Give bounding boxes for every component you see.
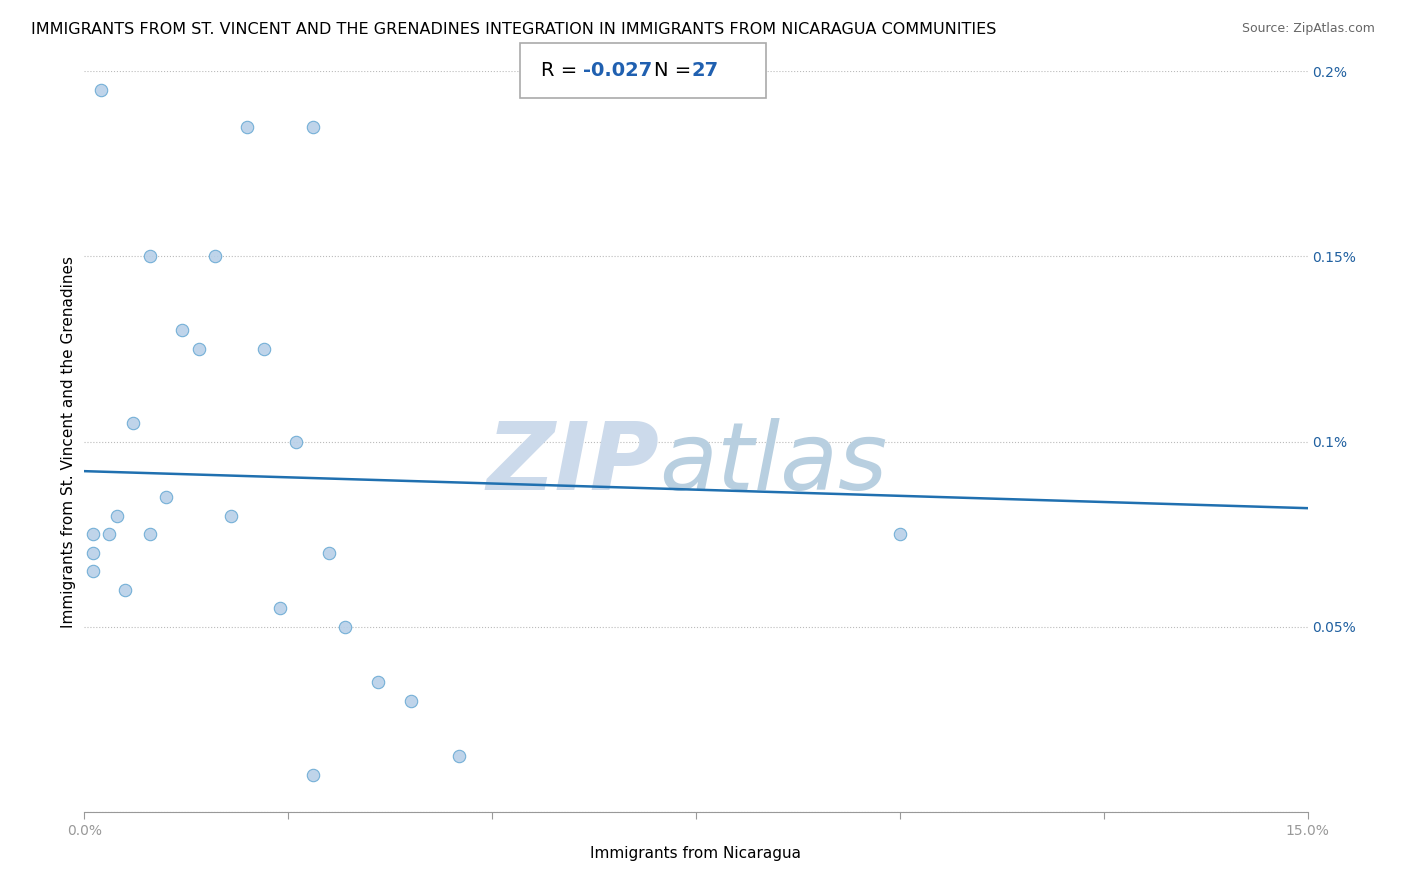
Point	[138, 250, 160, 264]
Point	[253, 342, 276, 356]
Point	[204, 250, 226, 264]
Text: N =: N =	[654, 61, 697, 80]
Point	[399, 694, 422, 708]
Point	[97, 527, 120, 541]
Point	[82, 527, 104, 541]
Point	[187, 342, 209, 356]
Text: ZIP: ZIP	[486, 417, 659, 509]
Point	[269, 601, 291, 615]
Point	[301, 120, 323, 134]
Point	[105, 508, 128, 523]
Text: atlas: atlas	[659, 418, 887, 509]
Point	[335, 619, 357, 633]
X-axis label: Immigrants from Nicaragua: Immigrants from Nicaragua	[591, 846, 801, 861]
Point	[236, 120, 259, 134]
Point	[301, 767, 323, 781]
Point	[219, 508, 242, 523]
Point	[82, 546, 104, 560]
Text: Source: ZipAtlas.com: Source: ZipAtlas.com	[1241, 22, 1375, 36]
Point	[155, 490, 177, 504]
Y-axis label: Immigrants from St. Vincent and the Grenadines: Immigrants from St. Vincent and the Gren…	[60, 255, 76, 628]
Point	[90, 83, 112, 97]
Point	[367, 675, 389, 690]
Point	[114, 582, 136, 597]
Point	[318, 546, 340, 560]
Text: -0.027: -0.027	[583, 61, 652, 80]
Point	[449, 749, 471, 764]
Text: IMMIGRANTS FROM ST. VINCENT AND THE GRENADINES INTEGRATION IN IMMIGRANTS FROM NI: IMMIGRANTS FROM ST. VINCENT AND THE GREN…	[31, 22, 997, 37]
Point	[285, 434, 308, 449]
Text: R =: R =	[541, 61, 583, 80]
Point	[82, 564, 104, 578]
Point	[122, 416, 145, 430]
Point	[889, 527, 911, 541]
Text: 27: 27	[692, 61, 718, 80]
Point	[172, 324, 194, 338]
Point	[138, 527, 160, 541]
